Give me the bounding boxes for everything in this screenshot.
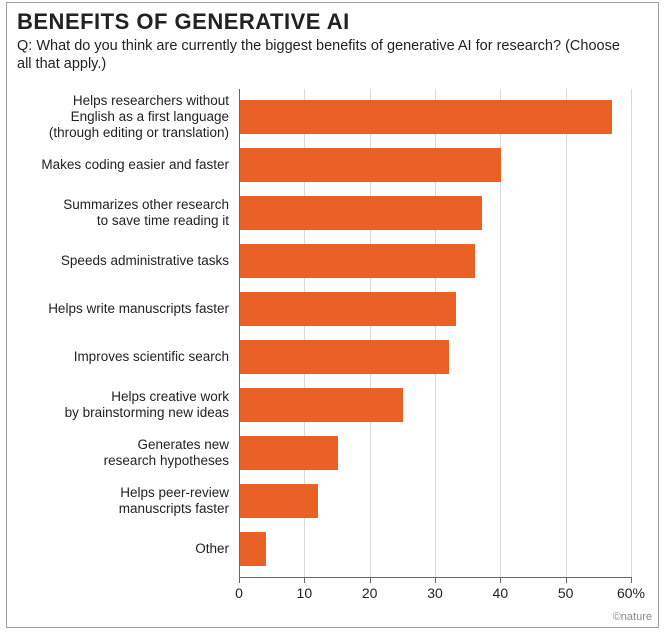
- chart-subtitle: Q: What do you think are currently the b…: [17, 37, 637, 73]
- bar: [240, 436, 338, 470]
- x-tick-label: 40: [493, 585, 509, 601]
- bar: [240, 532, 266, 566]
- bar-label: Summarizes other research to save time r…: [7, 197, 229, 229]
- x-tick: [631, 577, 632, 583]
- bar: [240, 388, 403, 422]
- x-tick-label: 20: [362, 585, 378, 601]
- x-axis: [239, 577, 631, 578]
- bar-label: Makes coding easier and faster: [7, 157, 229, 173]
- bar: [240, 340, 449, 374]
- bar-label: Generates new research hypotheses: [7, 437, 229, 469]
- bar: [240, 244, 475, 278]
- bar: [240, 292, 456, 326]
- bar: [240, 484, 318, 518]
- bar-label: Helps creative work by brainstorming new…: [7, 389, 229, 421]
- bar: [240, 100, 612, 134]
- x-tick-label: 60%: [617, 585, 645, 601]
- x-tick-label: 50: [558, 585, 574, 601]
- bar: [240, 148, 501, 182]
- bar-label: Helps peer-review manuscripts faster: [7, 485, 229, 517]
- chart-title: BENEFITS OF GENERATIVE AI: [17, 9, 350, 35]
- credit-label: ©nature: [613, 611, 652, 623]
- grid-line: [566, 89, 567, 577]
- bar-label: Other: [7, 541, 229, 557]
- plot-area: 0 10 20 30 40 50 60% Helps researchers without …: [7, 87, 660, 603]
- x-tick-label: 30: [427, 585, 443, 601]
- bar-label: Helps write manuscripts faster: [7, 301, 229, 317]
- chart-frame: BENEFITS OF GENERATIVE AI Q: What do you…: [6, 2, 659, 628]
- bar-label: Speeds administrative tasks: [7, 253, 229, 269]
- bar-label: Improves scientific search: [7, 349, 229, 365]
- bar-label: Helps researchers without English as a f…: [7, 93, 229, 141]
- x-tick-label: 10: [297, 585, 313, 601]
- x-tick-label: 0: [235, 585, 243, 601]
- grid-line: [631, 89, 632, 577]
- bar: [240, 196, 482, 230]
